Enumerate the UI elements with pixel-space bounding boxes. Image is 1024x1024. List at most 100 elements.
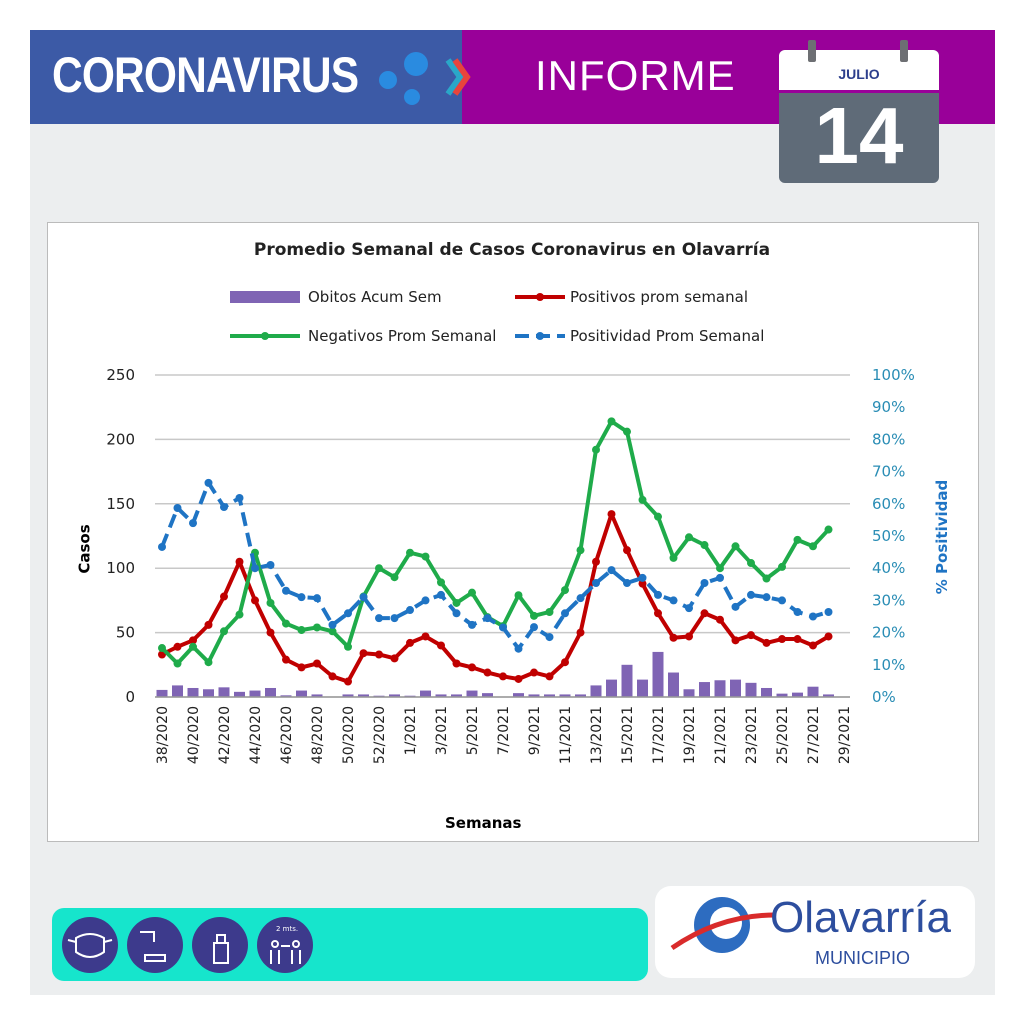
point-negativos [344,642,352,651]
x-tick-label: 44/2020 [248,706,264,764]
point-positividad [437,590,445,599]
face-mask-icon [62,917,118,973]
point-positividad [375,614,383,623]
x-tick-label: 29/2021 [837,706,853,764]
point-positivos [297,663,306,672]
bar-obitos [358,694,369,697]
point-negativos [189,642,197,651]
point-positividad [530,623,538,632]
bar-obitos [699,682,710,697]
calendar-day: 14 [814,91,904,180]
point-positivos [731,636,740,645]
bar-obitos [280,695,292,697]
point-positivos [762,638,771,647]
bar-obitos [342,694,354,697]
bar-obitos [528,694,540,697]
bar-obitos [172,685,183,697]
bar-obitos [745,682,757,697]
point-positivos [235,557,244,566]
point-positividad [576,594,585,603]
point-positividad [468,620,476,629]
point-negativos [375,564,383,573]
point-positivos [809,641,817,650]
point-negativos [576,546,585,555]
x-tick-label: 7/2021 [496,706,512,755]
point-positividad [747,590,755,599]
point-negativos [173,659,182,668]
x-axis-title: Semanas [445,814,522,832]
line-negativos-prom-semanal [160,419,830,666]
point-positivos [282,655,290,664]
y2-tick-label: 80% [872,430,905,448]
point-positivos [685,632,693,641]
y2-tick-label: 90% [872,398,905,416]
header-title: CORONAVIRUS [52,47,359,103]
point-negativos [514,591,523,600]
point-positivos [406,638,414,647]
point-positividad [654,590,662,599]
bar-obitos [466,690,478,697]
legend-obitos: Obitos Acum Sem [308,288,442,306]
point-negativos [235,610,244,619]
legend-marker-obitos [230,291,300,303]
y-axis-title: Casos [75,524,94,574]
point-positividad [545,633,554,642]
point-negativos [762,574,771,583]
x-tick-label: 48/2020 [310,706,326,764]
bar-obitos [730,679,741,697]
point-negativos [685,533,693,542]
y2-tick-label: 60% [872,495,905,513]
point-negativos [545,607,554,616]
x-tick-label: 9/2021 [527,706,543,755]
x-tick-label: 1/2021 [403,706,419,755]
y-tick-label: 0 [125,688,135,706]
legend-marker-positividad [515,332,565,340]
x-tick-label: 52/2020 [372,706,388,764]
point-negativos [561,586,569,595]
point-positividad [793,607,802,616]
y-tick-label: 200 [106,430,135,448]
point-positividad [623,579,631,588]
point-positividad [685,604,693,613]
x-tick-label: 50/2020 [341,706,357,764]
point-positivos [468,663,476,672]
point-negativos [421,552,430,561]
bar-obitos [435,694,447,697]
point-positividad [266,560,275,569]
legend-negativos: Negativos Prom Semanal [308,327,497,345]
y2-axis-title: % Positividad [933,479,952,595]
sanitizer-spray-icon [192,917,248,973]
x-tick-label: 25/2021 [775,706,791,764]
point-negativos [452,598,461,607]
point-positividad [158,542,166,551]
point-negativos [700,541,709,550]
point-positivos [328,672,337,681]
point-positivos [390,654,399,663]
bar-obitos [187,687,199,697]
x-tick-label: 40/2020 [186,706,202,764]
y2-tick-label: 70% [872,463,905,481]
point-positividad [220,503,228,512]
distance-label: 2 mts. [276,925,299,933]
point-positivos [561,658,569,667]
bar-obitos [559,694,571,697]
point-positivos [592,557,600,566]
point-negativos [592,445,600,454]
bar-obitos [311,694,323,697]
y2-tick-label: 0% [872,688,896,706]
bar-obitos [683,689,695,697]
bar-obitos [389,694,400,697]
point-positividad [778,596,786,605]
point-positivos [344,677,352,686]
point-positivos [747,631,755,640]
point-positividad [716,573,724,582]
point-negativos [669,553,678,562]
bar-obitos [621,664,633,697]
point-positividad [313,594,321,603]
y2-tick-label: 100% [872,366,915,384]
point-positividad [638,573,647,582]
point-positividad [499,623,507,632]
x-tick-label: 23/2021 [744,706,760,764]
chart-title: Promedio Semanal de Casos Coronavirus en… [253,240,771,260]
